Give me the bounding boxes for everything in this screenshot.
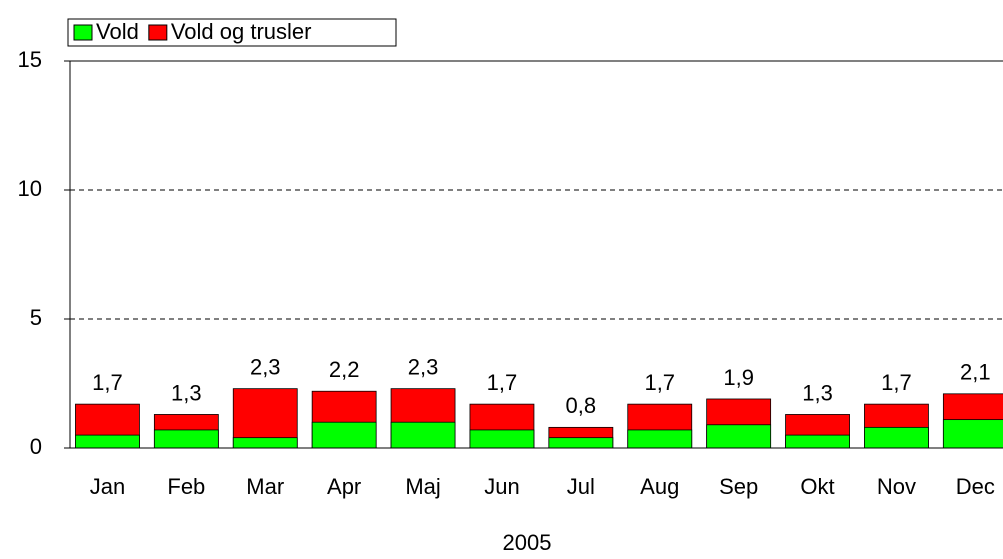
data-label: 1,3	[802, 380, 833, 405]
data-label: 2,3	[408, 354, 439, 379]
data-label: 1,9	[723, 365, 754, 390]
x-tick-label: Jul	[567, 474, 595, 499]
bar	[706, 424, 772, 449]
y-tick-label: 15	[18, 47, 42, 72]
legend-frame	[67, 18, 397, 47]
legend-label: Vold og trusler	[171, 19, 312, 44]
data-label: 1,7	[92, 370, 123, 395]
data-label: 1,7	[487, 370, 518, 395]
bar	[75, 434, 140, 449]
x-tick-label: Maj	[405, 474, 440, 499]
data-label: 2,2	[329, 357, 360, 382]
x-tick-label: Nov	[877, 474, 916, 499]
legend-swatch	[73, 24, 93, 41]
y-tick-label: 10	[18, 176, 42, 201]
bar	[311, 421, 377, 449]
data-label: 2,3	[250, 354, 281, 379]
data-label: 2,1	[960, 360, 991, 385]
x-tick-label: Dec	[956, 474, 995, 499]
x-tick-label: Sep	[719, 474, 758, 499]
bar	[469, 429, 535, 449]
x-tick-label: Jun	[484, 474, 519, 499]
bar	[942, 419, 1003, 449]
x-tick-label: Mar	[246, 474, 284, 499]
bar	[864, 426, 929, 449]
x-tick-label: Okt	[800, 474, 834, 499]
bar	[153, 429, 219, 449]
bar	[627, 429, 693, 449]
y-tick-label: 0	[30, 434, 42, 459]
legend-swatch	[148, 24, 168, 41]
y-tick-label: 5	[30, 305, 42, 330]
data-label: 1,7	[644, 370, 675, 395]
bar	[390, 421, 456, 449]
x-tick-label: Aug	[640, 474, 679, 499]
legend: Vold Vold og trusler	[67, 18, 397, 47]
bar	[548, 437, 614, 449]
x-tick-label: Jan	[90, 474, 125, 499]
x-tick-label: Feb	[167, 474, 205, 499]
data-label: 1,7	[881, 370, 912, 395]
legend-label: Vold	[96, 19, 139, 44]
data-label: 0,8	[566, 393, 597, 418]
bar	[785, 434, 850, 449]
x-tick-label: Apr	[327, 474, 361, 499]
data-label: 1,3	[171, 380, 202, 405]
x-axis-title: 2005	[503, 530, 552, 554]
bar	[232, 437, 298, 449]
